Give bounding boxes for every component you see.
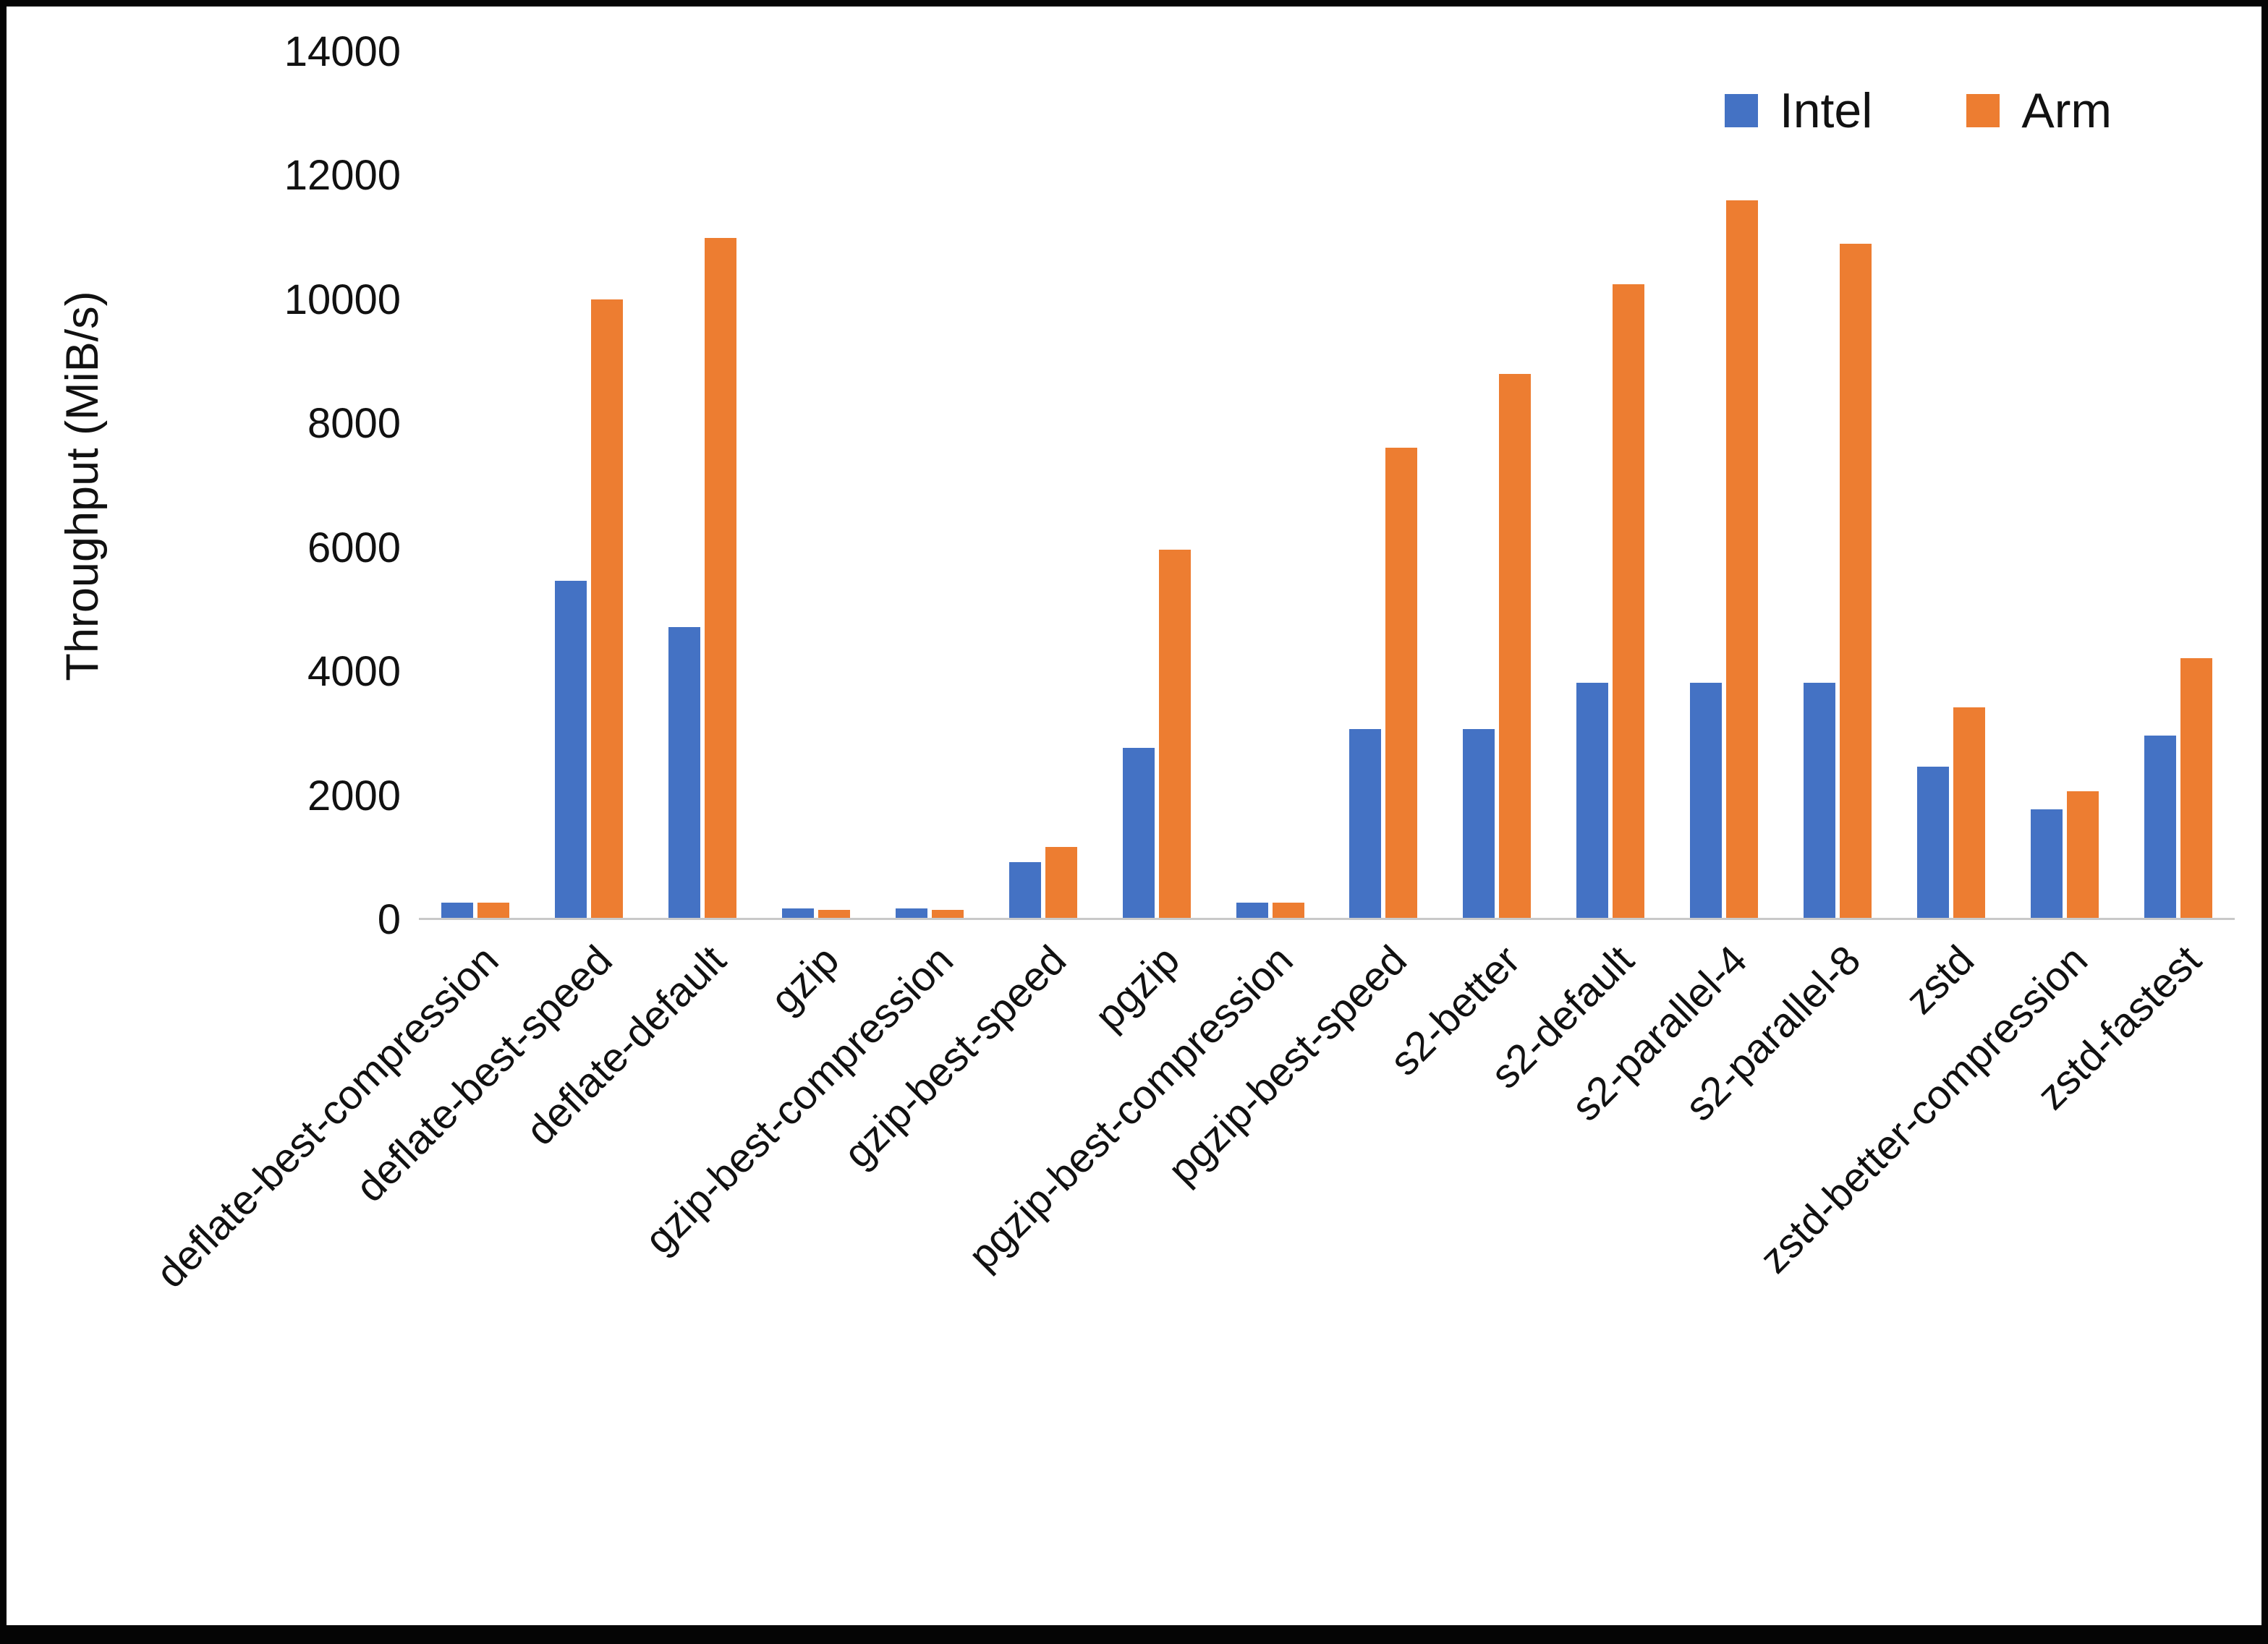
bar-arm-s2-parallel-4 <box>1726 200 1759 918</box>
bar-intel-s2-parallel-8 <box>1803 683 1835 918</box>
y-tick-label: 0 <box>377 896 401 943</box>
bar-arm-deflate-default <box>705 237 737 918</box>
legend-item-arm: Arm <box>1966 82 2112 139</box>
x-category-label-pgzip: pgzip <box>1086 937 1189 1039</box>
bar-intel-s2-better <box>1463 729 1495 918</box>
bar-intel-zstd <box>1916 766 1949 918</box>
bar-intel-s2-default <box>1576 683 1609 918</box>
legend-swatch-intel <box>1724 94 1758 127</box>
bar-arm-gzip <box>818 909 851 918</box>
y-tick-label: 12000 <box>284 152 401 200</box>
bar-group-deflate-best-compression <box>419 52 532 918</box>
y-tick-label: 8000 <box>307 400 401 448</box>
y-tick-label: 4000 <box>307 648 401 696</box>
bar-arm-zstd-fastest <box>2180 657 2212 918</box>
bar-arm-zstd <box>1953 707 1985 918</box>
bar-intel-deflate-best-compression <box>441 902 474 918</box>
y-tick-label: 14000 <box>284 28 401 75</box>
y-axis-tick-labels: 0 2000 4000 6000 8000 10000 12000 14000 <box>180 31 401 941</box>
legend-swatch-arm <box>1966 94 2000 127</box>
bar-group-s2-better <box>1440 52 1554 918</box>
bar-group-pgzip <box>1100 52 1213 918</box>
bar-intel-deflate-default <box>668 627 701 918</box>
legend-item-intel: Intel <box>1724 82 1873 139</box>
bar-group-zstd-fastest <box>2121 52 2235 918</box>
bar-arm-gzip-best-compression <box>931 909 964 918</box>
x-category-label-zstd: zstd <box>1897 937 1984 1023</box>
y-tick-label: 10000 <box>284 276 401 323</box>
bar-group-pgzip-best-compression <box>1213 52 1327 918</box>
bar-group-zstd-better-compression <box>2008 52 2121 918</box>
bar-arm-pgzip <box>1158 550 1191 918</box>
x-category-label-deflate-default: deflate-default <box>517 937 735 1155</box>
x-axis-labels: deflate-best-compression deflate-best-spe… <box>148 937 2235 1545</box>
bar-intel-zstd-fastest <box>2144 735 2176 918</box>
bar-arm-pgzip-best-compression <box>1272 902 1304 918</box>
bar-arm-deflate-best-compression <box>477 902 510 918</box>
bar-arm-pgzip-best-speed <box>1385 448 1418 918</box>
bar-arm-zstd-better-compression <box>2066 791 2099 918</box>
bar-group-pgzip-best-speed <box>1327 52 1440 918</box>
bar-intel-pgzip-best-compression <box>1236 902 1268 918</box>
bar-intel-gzip-best-compression <box>895 908 927 918</box>
y-tick-label: 6000 <box>307 524 401 571</box>
y-axis-title: Throughput (MiB/s) <box>57 291 108 681</box>
bar-group-s2-parallel-4 <box>1668 52 1781 918</box>
bar-intel-deflate-best-speed <box>555 581 587 918</box>
bar-arm-deflate-best-speed <box>591 299 624 918</box>
bar-group-gzip-best-compression <box>873 52 987 918</box>
bar-group-s2-parallel-8 <box>1781 52 1895 918</box>
bar-group-gzip-best-speed <box>986 52 1100 918</box>
bar-intel-pgzip <box>1122 747 1155 918</box>
bar-group-deflate-best-speed <box>532 52 646 918</box>
y-tick-label: 2000 <box>307 772 401 819</box>
bar-intel-gzip <box>782 908 815 918</box>
plot-area: Intel Arm <box>419 52 2235 920</box>
bar-arm-s2-better <box>1499 373 1532 918</box>
bar-intel-s2-parallel-4 <box>1690 683 1723 918</box>
bar-intel-zstd-better-compression <box>2030 809 2063 918</box>
bar-group-deflate-default <box>646 52 760 918</box>
bar-intel-pgzip-best-speed <box>1349 729 1382 918</box>
x-category-label-gzip: gzip <box>762 937 849 1023</box>
bar-arm-s2-parallel-8 <box>1839 244 1872 918</box>
bar-intel-gzip-best-speed <box>1008 862 1041 918</box>
bar-arm-gzip-best-speed <box>1045 846 1077 918</box>
bar-arm-s2-default <box>1613 284 1645 918</box>
legend-label-intel: Intel <box>1779 83 1873 138</box>
bar-group-zstd <box>1894 52 2008 918</box>
legend-label-arm: Arm <box>2021 83 2112 138</box>
bars-container <box>419 52 2235 920</box>
legend: Intel Arm <box>1724 82 2112 139</box>
bar-group-gzip <box>760 52 873 918</box>
bar-group-s2-default <box>1554 52 1668 918</box>
